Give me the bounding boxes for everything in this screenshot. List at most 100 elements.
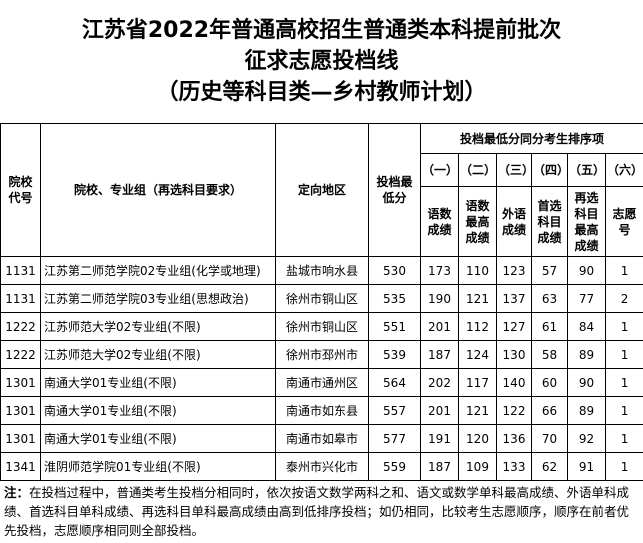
- table-cell: 61: [531, 312, 568, 341]
- header-cell: 院校代号: [0, 123, 41, 257]
- table-cell: 1: [604, 424, 643, 453]
- table-row: 1131 江苏第二师范学院02专业组(化学或地理) 盐城市响水县 530 173 110 1…: [0, 256, 643, 285]
- tie-label-cell: 首选科目成绩: [531, 186, 568, 257]
- table-cell: 1: [604, 368, 643, 397]
- table-cell: 徐州市铜山区: [275, 284, 369, 313]
- table-cell: 535: [368, 284, 421, 313]
- table-cell: 90: [567, 256, 606, 285]
- table-cell: 137: [496, 284, 532, 313]
- table-cell: 南通大学01专业组(不限): [40, 368, 276, 397]
- table-cell: 南通市如东县: [275, 396, 369, 425]
- table-row: 1131 江苏第二师范学院03专业组(思想政治) 徐州市铜山区 535 190 121 13…: [0, 284, 643, 313]
- table-cell: 577: [368, 424, 421, 453]
- table-cell: 539: [368, 340, 421, 369]
- table-cell: 201: [420, 396, 459, 425]
- table-cell: 84: [567, 312, 606, 341]
- table-row: 1341 淮阴师范学院01专业组(不限) 泰州市兴化市 559 187 109 133 62 9…: [0, 452, 643, 481]
- header-cell: 定向地区: [275, 123, 369, 257]
- header-cell: 投档最低分同分考生排序项: [419, 123, 643, 154]
- table-cell: 559: [368, 452, 421, 481]
- tie-number: （二）: [458, 153, 497, 187]
- table-cell: 112: [458, 312, 497, 341]
- tie-number: （三）: [496, 153, 534, 187]
- tie-number: （一）: [420, 153, 459, 187]
- table-cell: 57: [531, 256, 568, 285]
- table-cell: 91: [567, 452, 606, 481]
- table-cell: 121: [458, 396, 497, 425]
- table-cell: 1: [604, 396, 643, 425]
- table-cell: 201: [420, 312, 459, 341]
- table-cell: 557: [368, 396, 421, 425]
- table-cell: 136: [496, 424, 532, 453]
- tie-label-cell: 外语成绩: [496, 186, 532, 257]
- table-cell: 191: [420, 424, 459, 453]
- table-cell: 1301: [0, 396, 41, 425]
- title-line: （历史等科目类—乡村教师计划）: [156, 80, 487, 105]
- table-row: 1301 南通大学01专业组(不限) 南通市如东县 557 201 121 122 66 89 1: [0, 396, 643, 425]
- table-cell: 122: [496, 396, 532, 425]
- table-cell: 70: [531, 424, 568, 453]
- table-cell: 江苏师范大学02专业组(不限): [40, 340, 276, 369]
- table-cell: 江苏第二师范学院03专业组(思想政治): [40, 284, 276, 313]
- table-cell: 泰州市兴化市: [275, 452, 369, 481]
- tie-number: （六）: [604, 153, 643, 187]
- tie-label-cell: 再选科目最高成绩: [567, 186, 606, 257]
- table-cell: 淮阴师范学院01专业组(不限): [40, 452, 276, 481]
- table-cell: 1341: [0, 452, 41, 481]
- table-cell: 2: [604, 284, 643, 313]
- table-cell: 127: [496, 312, 532, 341]
- table-cell: 66: [531, 396, 568, 425]
- table-cell: 1: [604, 256, 643, 285]
- table-cell: 92: [567, 424, 606, 453]
- table-cell: 187: [420, 340, 459, 369]
- tie-label: 志愿号: [612, 206, 637, 237]
- table-cell: 117: [458, 368, 497, 397]
- table-cell: 89: [567, 396, 606, 425]
- table-cell: 徐州市邳州市: [275, 340, 369, 369]
- tie-number: （五）: [567, 153, 606, 187]
- table-cell: 1301: [0, 368, 41, 397]
- table-cell: 173: [420, 256, 459, 285]
- table-cell: 123: [496, 256, 532, 285]
- table-cell: 90: [567, 368, 606, 397]
- table-row: 1222 江苏师范大学02专业组(不限) 徐州市邳州市 539 187 124 130 58 8…: [0, 340, 643, 369]
- table-cell: 121: [458, 284, 497, 313]
- tie-label: 语数成绩: [427, 206, 452, 237]
- tie-label-cell: 志愿号: [604, 186, 643, 257]
- table-cell: 1131: [0, 256, 41, 285]
- title: 江苏省2022年普通高校招生普通类本科提前批次 征求志愿投档线 （历史等科目类—…: [0, 0, 643, 123]
- tie-label: 外语成绩: [501, 206, 526, 237]
- table-cell: 1222: [0, 340, 41, 369]
- tie-label: 首选科目成绩: [537, 198, 562, 245]
- table-cell: 南通市如皋市: [275, 424, 369, 453]
- table-cell: 202: [420, 368, 459, 397]
- table-cell: 盐城市响水县: [275, 256, 369, 285]
- table-cell: 62: [531, 452, 568, 481]
- table-cell: 1131: [0, 284, 41, 313]
- tie-label-cell: 语数成绩: [420, 186, 459, 257]
- note-label: 注：: [4, 485, 30, 500]
- score-table: 院校代号 院校、专业组（再选科目要求） 定向地区 投档最低分 投档最低分同分考生…: [0, 123, 643, 481]
- table-cell: 109: [458, 452, 497, 481]
- table-cell: 190: [420, 284, 459, 313]
- table-cell: 564: [368, 368, 421, 397]
- table-cell: 530: [368, 256, 421, 285]
- table-cell: 120: [458, 424, 497, 453]
- table-cell: 徐州市铜山区: [275, 312, 369, 341]
- table-cell: 130: [496, 340, 532, 369]
- title-line: 征求志愿投档线: [244, 49, 399, 74]
- note: 注：在投档过程中，普通类考生投档分相同时，依次按语文数学两科之和、语文或数学单科…: [0, 481, 643, 540]
- table-row: 1222 江苏师范大学02专业组(不限) 徐州市铜山区 551 201 112 127 61 8…: [0, 312, 643, 341]
- table-cell: 1: [604, 340, 643, 369]
- tie-label: 再选科目最高成绩: [574, 190, 599, 253]
- table-cell: 89: [567, 340, 606, 369]
- table-cell: 140: [496, 368, 532, 397]
- table-cell: 63: [531, 284, 568, 313]
- table-cell: 187: [420, 452, 459, 481]
- table-cell: 1: [604, 312, 643, 341]
- table-cell: 551: [368, 312, 421, 341]
- table-cell: 60: [531, 368, 568, 397]
- note-text: 在投档过程中，普通类考生投档分相同时，依次按语文数学两科之和、语文或数学单科最高…: [4, 485, 630, 538]
- table-row: 1301 南通大学01专业组(不限) 南通市如皋市 577 191 120 136 70 92 1: [0, 424, 643, 453]
